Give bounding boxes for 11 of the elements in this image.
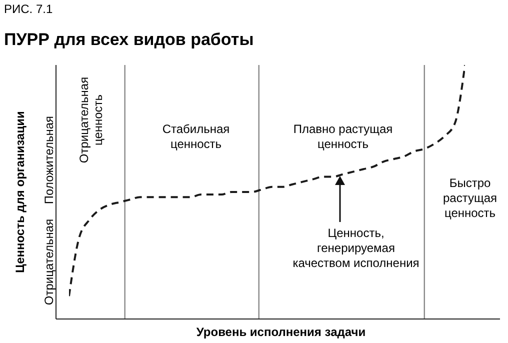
x-axis-title: Уровень исполнения задачи	[195, 325, 367, 339]
annotation: Отрицательная ценность	[77, 76, 106, 164]
text: Положительная	[42, 116, 57, 204]
text: РИС. 7.1	[4, 2, 53, 17]
annotation: Плавно растущая ценность	[292, 122, 394, 152]
annotation: Ценность, генерируемая качеством исполнения	[292, 226, 420, 271]
annotation: Быстро растущая ценность	[442, 176, 498, 221]
annotation: Стабильная ценность	[161, 122, 231, 152]
chart-title: ПУРР для всех видов работы	[4, 30, 254, 50]
text: Отрицательная	[42, 218, 57, 306]
y-axis-title: Ценность для организации	[13, 111, 27, 273]
